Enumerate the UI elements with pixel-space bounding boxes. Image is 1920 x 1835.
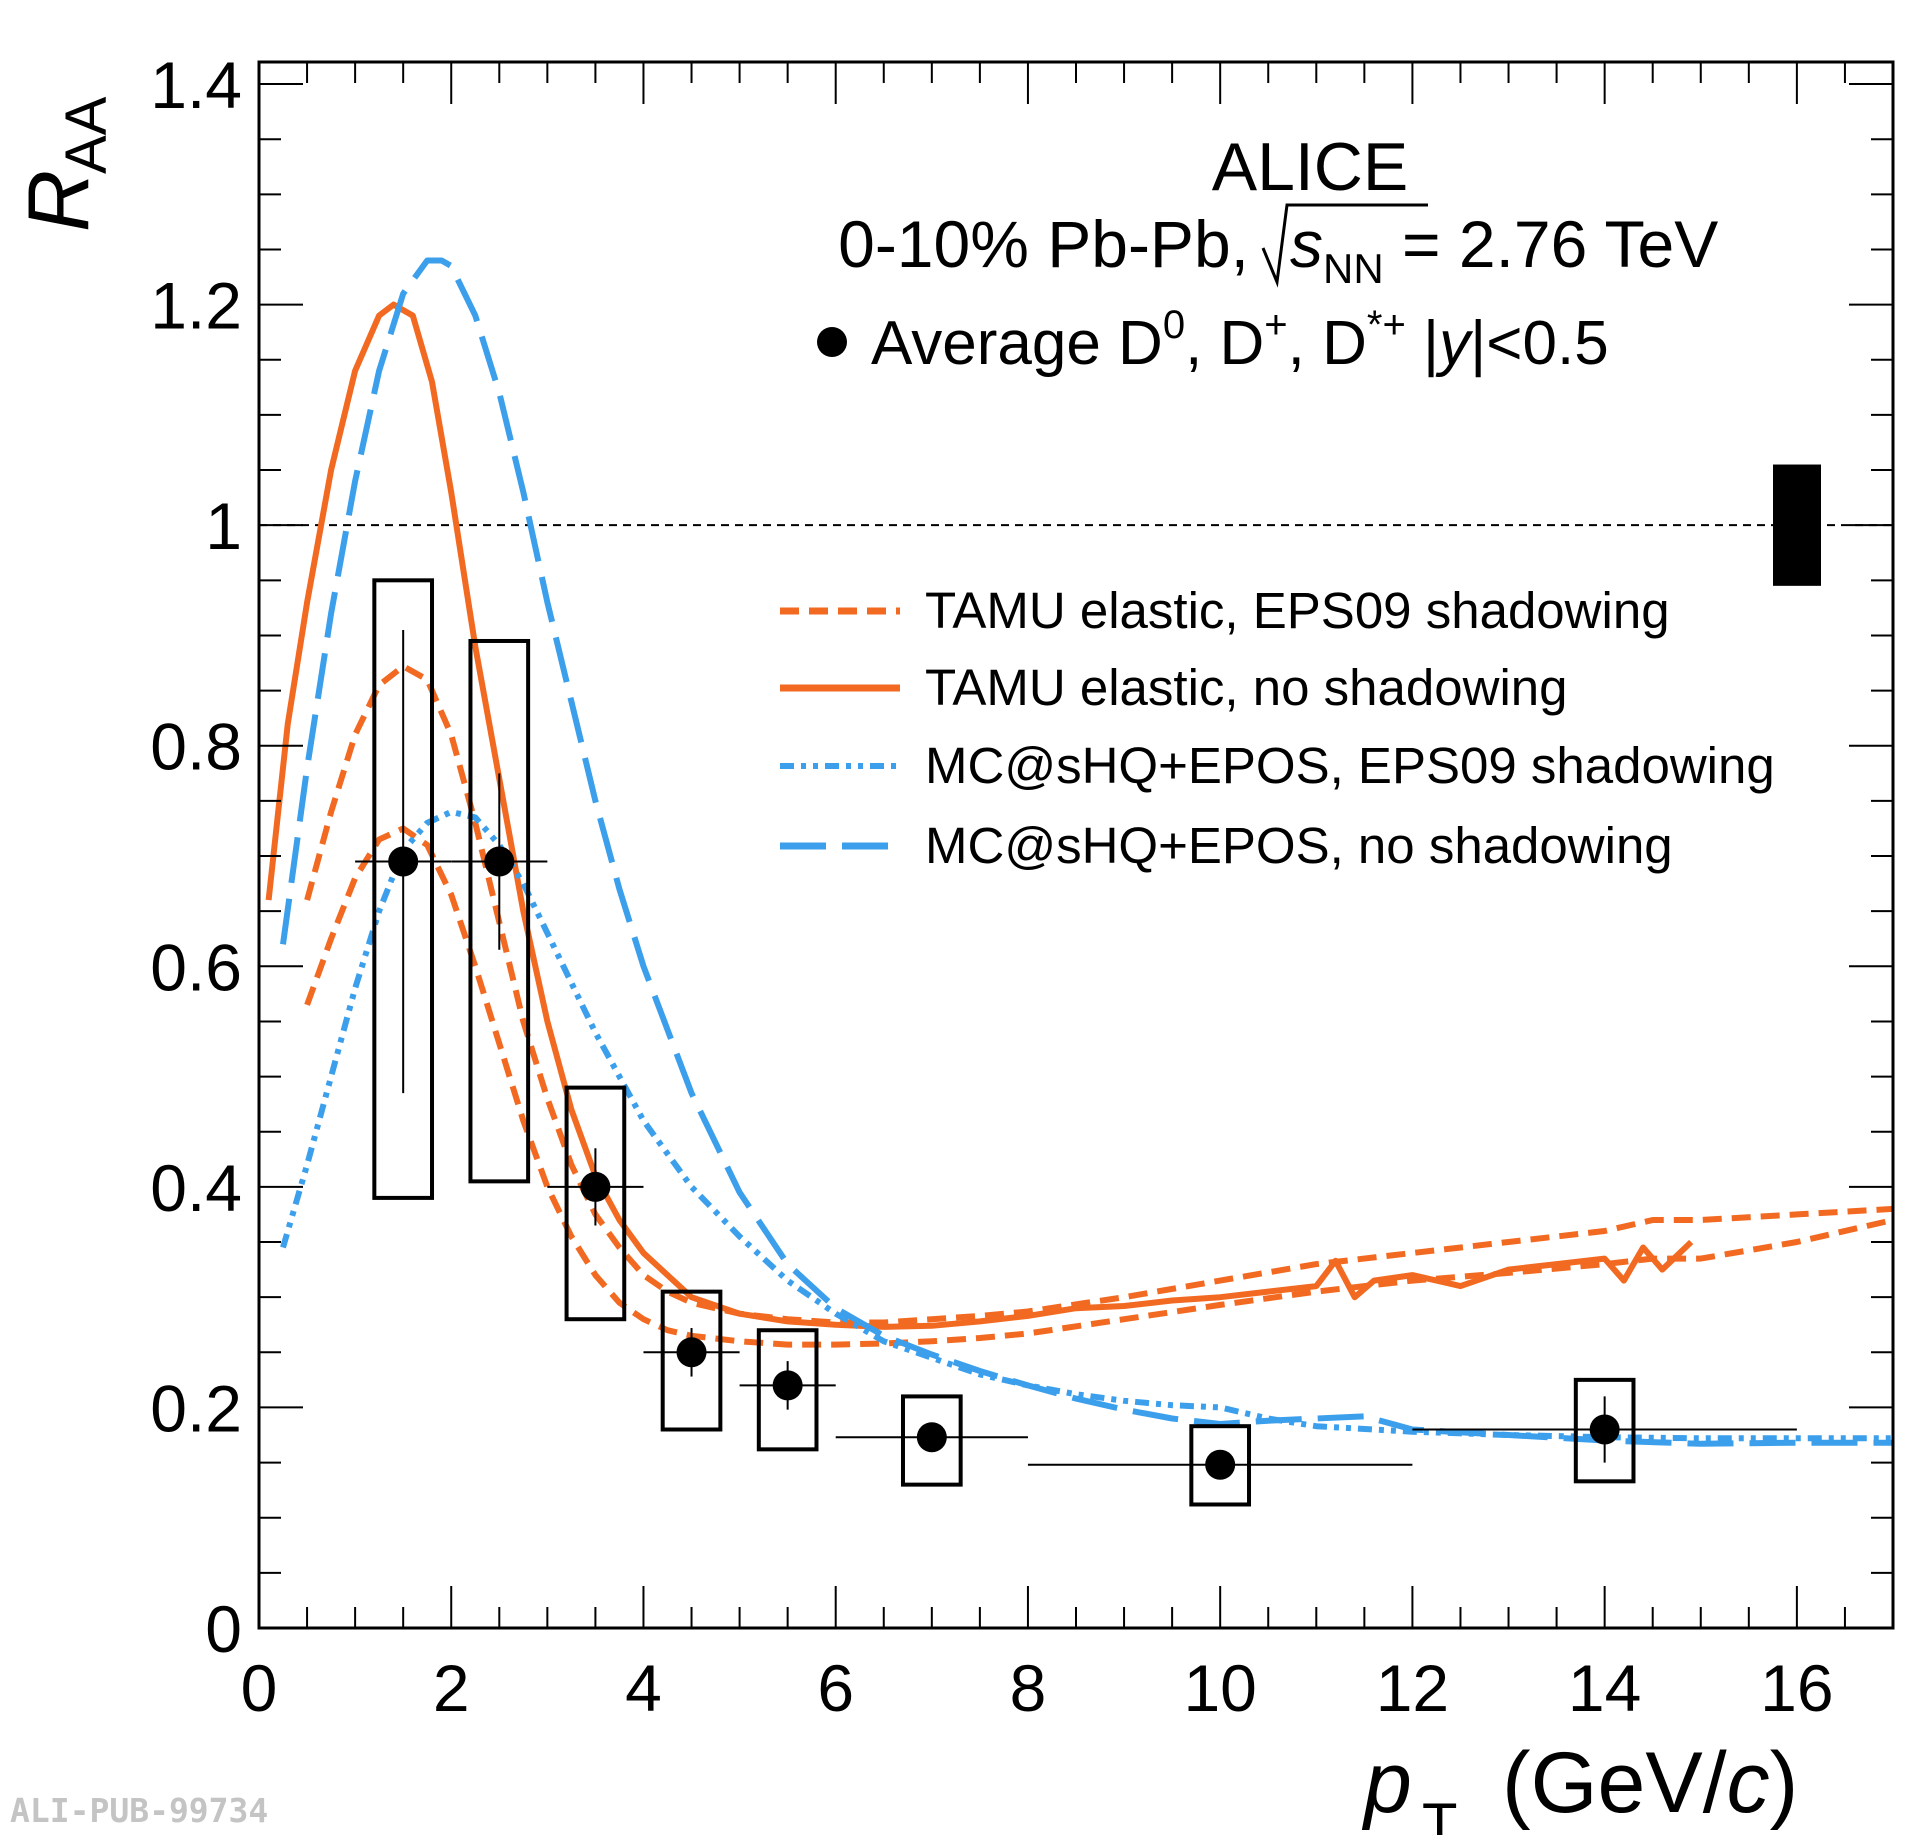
y-tick-label: 1.2 <box>150 269 242 343</box>
energy-label: sNN = 2.76 TeV <box>1290 207 1718 292</box>
y-axis-title: R AA <box>11 96 119 232</box>
x-tick-label: 12 <box>1376 1651 1449 1725</box>
experiment-label: ALICE <box>1212 129 1409 205</box>
y-axis-title-main: R <box>11 170 107 232</box>
y-tick-label: 0.2 <box>150 1371 242 1445</box>
sys-box-5 <box>900 1394 963 1487</box>
sqrt-symbol <box>1261 203 1428 288</box>
data-point-3 <box>643 1289 740 1432</box>
sys-box-2 <box>564 1085 627 1322</box>
marker-7 <box>1589 1414 1620 1445</box>
model-curve-2 <box>280 808 1893 1442</box>
sys-box-0 <box>372 578 435 1200</box>
legend-label-tamu-noshadow: TAMU elastic, no shadowing <box>925 659 1568 716</box>
x-tick-label: 6 <box>817 1651 854 1725</box>
data-legend-marker <box>817 327 847 357</box>
y-tick-label: 0.6 <box>150 930 242 1004</box>
x-axis-title-p: p <box>1361 1735 1412 1831</box>
axes: 0 2 4 6 8 10 12 14 16 0 0.2 0.4 0.6 0.8 1 1.2 1.4 <box>150 48 1895 1725</box>
normalization-uncertainty-box <box>1773 464 1821 586</box>
data-points <box>355 578 1797 1507</box>
x-tick-label: 4 <box>625 1651 662 1725</box>
sys-box-3 <box>660 1289 723 1432</box>
legend-label-mcshq-eps09: MC@sHQ+EPOS, EPS09 shadowing <box>925 737 1775 794</box>
legend-label-tamu-eps09: TAMU elastic, EPS09 shadowing <box>925 582 1670 639</box>
marker-2 <box>580 1171 611 1202</box>
collision-system-prefix: 0-10% Pb-Pb, <box>838 207 1249 281</box>
model-legend: TAMU elastic, EPS09 shadowing TAMU elast… <box>780 582 1775 874</box>
x-tick-label: 10 <box>1183 1651 1256 1725</box>
model-curve-0-lower <box>304 825 1893 1348</box>
x-tick-label: 8 <box>1010 1651 1047 1725</box>
model-curves <box>265 257 1893 1447</box>
data-point-6 <box>1027 1424 1413 1507</box>
marker-5 <box>916 1422 947 1453</box>
model-curve-1 <box>265 301 1694 1330</box>
marker-4 <box>772 1370 803 1401</box>
x-tick-label: 0 <box>241 1651 278 1725</box>
marker-6 <box>1205 1449 1236 1480</box>
marker-3 <box>676 1337 707 1368</box>
model-curve-0-upper <box>304 663 1893 1326</box>
data-point-5 <box>835 1394 1028 1487</box>
data-legend-label: Average D0, D+, D*+ |y|<0.5 <box>871 303 1609 378</box>
watermark-label: ALI-PUB-99734 <box>10 1791 268 1830</box>
data-point-2 <box>547 1085 644 1322</box>
y-axis-title-sub: AA <box>54 96 119 174</box>
x-axis-title-sub: T <box>1422 1792 1457 1835</box>
x-axis-title-unit: (GeV/c) <box>1502 1735 1798 1831</box>
y-tick-label: 0.4 <box>150 1151 242 1225</box>
sys-box-7 <box>1573 1377 1636 1484</box>
marker-0 <box>388 846 419 877</box>
sys-box-1 <box>468 638 531 1184</box>
y-tick-label: 1.4 <box>150 48 242 122</box>
data-point-4 <box>739 1328 836 1452</box>
marker-1 <box>484 846 515 877</box>
x-tick-label: 2 <box>433 1651 470 1725</box>
x-tick-label: 16 <box>1760 1651 1833 1725</box>
legend-label-mcshq-noshadow: MC@sHQ+EPOS, no shadowing <box>925 817 1673 874</box>
data-legend-entry: Average D0, D+, D*+ |y|<0.5 <box>817 303 1609 378</box>
y-tick-label: 1 <box>205 489 242 563</box>
model-curve-3 <box>280 257 1893 1447</box>
data-point-0 <box>355 578 452 1200</box>
x-axis-title: p T (GeV/c) <box>1361 1735 1798 1835</box>
sys-box-4 <box>756 1328 819 1452</box>
collision-system-label: 0-10% Pb-Pb, sNN = 2.76 TeV <box>838 203 1718 292</box>
y-tick-label: 0.8 <box>150 710 242 784</box>
y-tick-label: 0 <box>205 1592 242 1666</box>
data-point-1 <box>451 638 548 1184</box>
data-point-7 <box>1412 1377 1797 1484</box>
x-tick-label: 14 <box>1568 1651 1641 1725</box>
